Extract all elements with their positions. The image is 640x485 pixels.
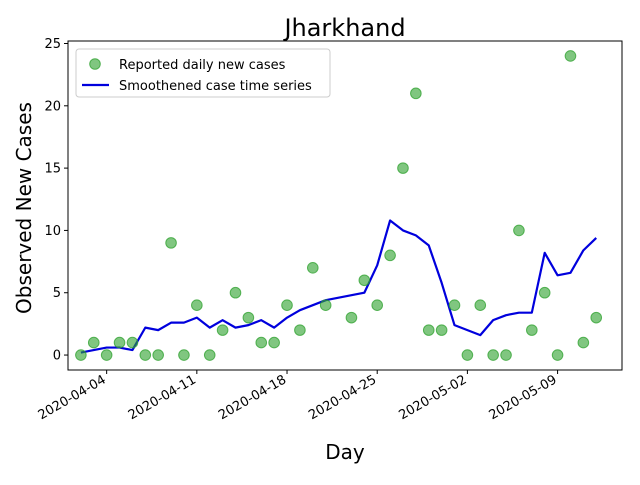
reported-case-point	[397, 162, 409, 174]
reported-case-point	[345, 311, 358, 324]
reported-case-point	[152, 349, 164, 361]
chart-title: Jharkhand	[282, 14, 405, 42]
reported-case-point	[551, 349, 564, 361]
reported-case-point	[178, 349, 190, 361]
plot-frame	[67, 40, 623, 371]
reported-case-point	[564, 50, 577, 62]
reported-case-point	[461, 349, 474, 361]
y-tick-label: 15	[44, 162, 61, 177]
x-tick-label: 2020-04-04	[36, 372, 109, 423]
y-tick-label: 5	[53, 286, 61, 301]
y-axis-title: Observed New Cases	[12, 102, 36, 314]
legend-label-reported: Reported daily new cases	[119, 58, 286, 73]
reported-case-point	[87, 336, 100, 349]
x-tick-label: 2020-05-09	[487, 372, 560, 423]
reported-case-point	[294, 324, 306, 336]
reported-case-point	[191, 299, 203, 311]
reported-case-point	[371, 299, 384, 311]
reported-case-point	[513, 224, 525, 237]
reported-case-point	[384, 249, 396, 262]
legend-label-smoothened: Smoothened case time series	[119, 79, 312, 94]
y-tick-label: 10	[44, 224, 61, 239]
reported-case-point	[422, 324, 435, 336]
reported-case-point	[526, 324, 538, 336]
reported-case-point	[435, 324, 448, 336]
reported-case-point	[538, 286, 551, 299]
y-tick-label: 0	[53, 349, 61, 364]
reported-case-point	[577, 336, 590, 349]
reported-case-point	[139, 349, 152, 361]
reported-case-point	[75, 349, 87, 361]
reported-case-point	[590, 311, 603, 324]
reported-case-point	[448, 299, 461, 311]
legend-marker-reported	[89, 58, 101, 70]
reported-case-point	[216, 324, 229, 336]
reported-case-point	[268, 336, 280, 349]
reported-case-point	[474, 299, 487, 311]
y-tick-label: 20	[44, 99, 61, 114]
smoothened-series-line	[80, 219, 597, 354]
x-tick-label: 2020-05-02	[396, 372, 469, 423]
y-tick-label: 25	[44, 37, 61, 52]
reported-case-point	[500, 349, 512, 361]
reported-case-point	[229, 286, 242, 299]
x-tick-label: 2020-04-18	[216, 372, 289, 423]
reported-case-point	[358, 274, 371, 287]
legend: Reported daily new cases Smoothened case …	[75, 48, 331, 98]
reported-case-point	[165, 237, 177, 249]
reported-case-point	[487, 349, 499, 361]
reported-case-point	[410, 87, 422, 100]
x-tick-label: 2020-04-11	[126, 372, 199, 423]
x-tick-label: 2020-04-25	[306, 372, 379, 423]
reported-case-point	[203, 349, 216, 361]
reported-case-point	[255, 336, 268, 349]
reported-case-point	[306, 262, 319, 274]
reported-case-point	[100, 349, 113, 361]
reported-case-point	[242, 311, 255, 324]
reported-case-point	[281, 299, 293, 311]
x-axis-title: Day	[325, 440, 365, 464]
reported-case-point	[319, 299, 332, 311]
legend-box	[75, 48, 331, 98]
reported-case-point	[113, 336, 126, 349]
reported-case-point	[126, 336, 139, 349]
